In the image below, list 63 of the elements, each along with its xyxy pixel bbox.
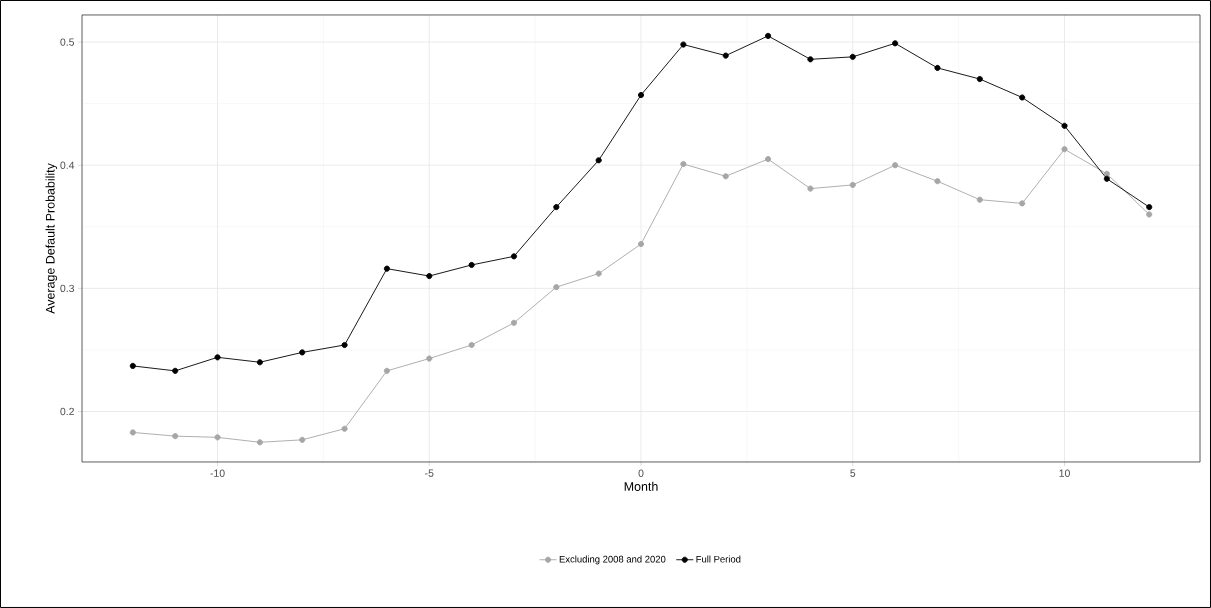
point — [849, 181, 856, 188]
point — [553, 284, 560, 291]
point — [1061, 122, 1068, 129]
point — [807, 185, 814, 192]
point — [256, 359, 263, 366]
point — [849, 53, 856, 60]
y-tick-label: 0.2 — [60, 407, 74, 416]
legend-label: Excluding 2008 and 2020 — [559, 555, 666, 565]
point — [1146, 211, 1153, 218]
x-tick-label: -10 — [210, 469, 225, 477]
point — [1146, 204, 1153, 211]
x-axis-title: Month — [624, 481, 658, 491]
point — [595, 270, 602, 277]
point — [722, 52, 729, 59]
x-tick-label: 0 — [638, 469, 644, 477]
point — [637, 240, 645, 248]
point — [214, 354, 221, 361]
point — [383, 265, 390, 272]
y-tick-label: 0.5 — [60, 38, 75, 46]
point — [129, 429, 136, 436]
y-tick-label: 0.4 — [60, 161, 75, 169]
point — [637, 91, 645, 99]
point — [934, 64, 941, 71]
point — [807, 56, 814, 63]
point — [468, 341, 475, 349]
point — [722, 173, 729, 180]
point — [595, 157, 602, 164]
point — [976, 196, 983, 203]
point — [1019, 200, 1026, 207]
point — [129, 362, 136, 369]
y-axis-title: Average Default Probability — [45, 163, 58, 314]
point — [299, 436, 306, 443]
point — [976, 75, 983, 83]
point — [510, 253, 518, 260]
point — [383, 367, 390, 374]
point — [680, 41, 687, 48]
point — [214, 434, 221, 441]
point — [1061, 146, 1068, 153]
legend-label: Full Period — [696, 555, 741, 563]
x-tick-label: 10 — [1059, 469, 1070, 477]
point — [341, 425, 348, 432]
x-tick-label: -5 — [425, 469, 434, 477]
point — [299, 349, 306, 356]
point — [934, 178, 941, 185]
point — [765, 156, 772, 163]
point — [553, 204, 560, 211]
point — [341, 341, 348, 349]
point — [1103, 175, 1110, 182]
point — [256, 439, 263, 446]
point — [765, 32, 772, 39]
point — [680, 160, 687, 168]
x-tick-label: 5 — [850, 469, 856, 477]
point — [172, 367, 179, 374]
point — [892, 40, 899, 47]
point — [172, 433, 179, 440]
point — [510, 319, 518, 326]
y-tick-label: 0.3 — [60, 284, 75, 293]
point — [1103, 170, 1110, 177]
point — [1019, 94, 1026, 101]
point — [892, 162, 899, 169]
point — [468, 261, 475, 269]
point — [426, 355, 433, 362]
point — [426, 272, 433, 280]
